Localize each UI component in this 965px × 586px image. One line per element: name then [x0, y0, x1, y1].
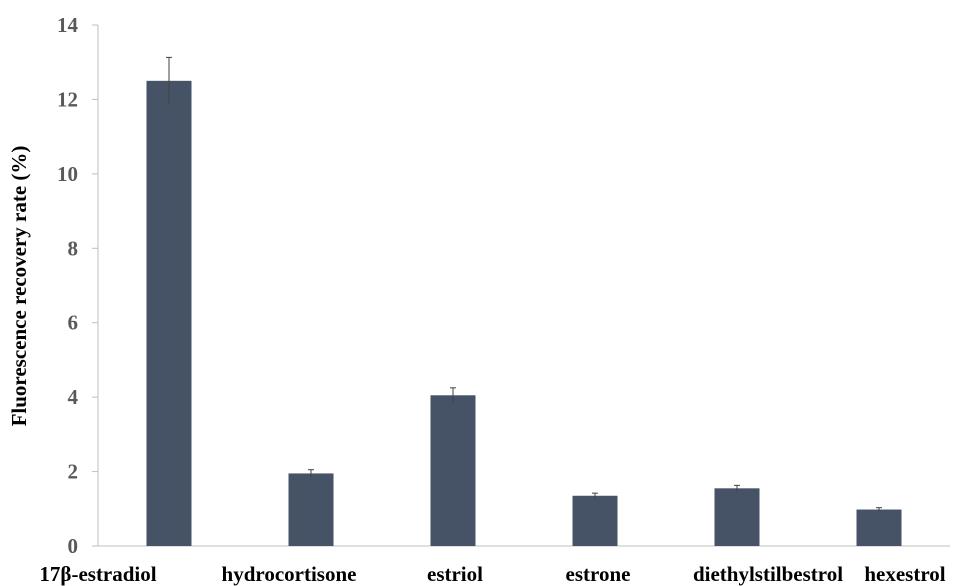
- bar: [714, 488, 760, 546]
- y-tick-label: 6: [68, 311, 79, 335]
- x-category-label: estriol: [427, 562, 483, 586]
- y-tick-label: 12: [57, 87, 78, 111]
- y-tick-label: 8: [68, 236, 79, 260]
- x-category-label: hydrocortisone: [222, 562, 357, 586]
- x-category-label: 17β-estradiol: [39, 562, 156, 586]
- y-axis: 0 2 4 6 8 10 12 14: [57, 13, 99, 558]
- bar: [856, 509, 902, 546]
- y-axis-title: Fluorescence recovery rate (%): [7, 146, 31, 427]
- y-tick-label: 14: [57, 13, 79, 37]
- bar: [572, 495, 618, 546]
- category-labels: 17β-estradiol hydrocortisone estriol estron…: [39, 562, 945, 586]
- bar: [430, 395, 476, 546]
- y-tick-label: 2: [68, 460, 79, 484]
- x-category-label: estrone: [566, 562, 631, 586]
- x-category-label: hexestrol: [864, 562, 945, 586]
- x-category-label: diethylstilbestrol: [693, 562, 843, 586]
- bar: [288, 473, 334, 546]
- bars: [146, 56, 902, 547]
- y-tick-label: 10: [57, 162, 78, 186]
- y-tick-label: 0: [68, 534, 79, 558]
- bar: [146, 80, 192, 547]
- y-tick-label: 4: [68, 385, 79, 409]
